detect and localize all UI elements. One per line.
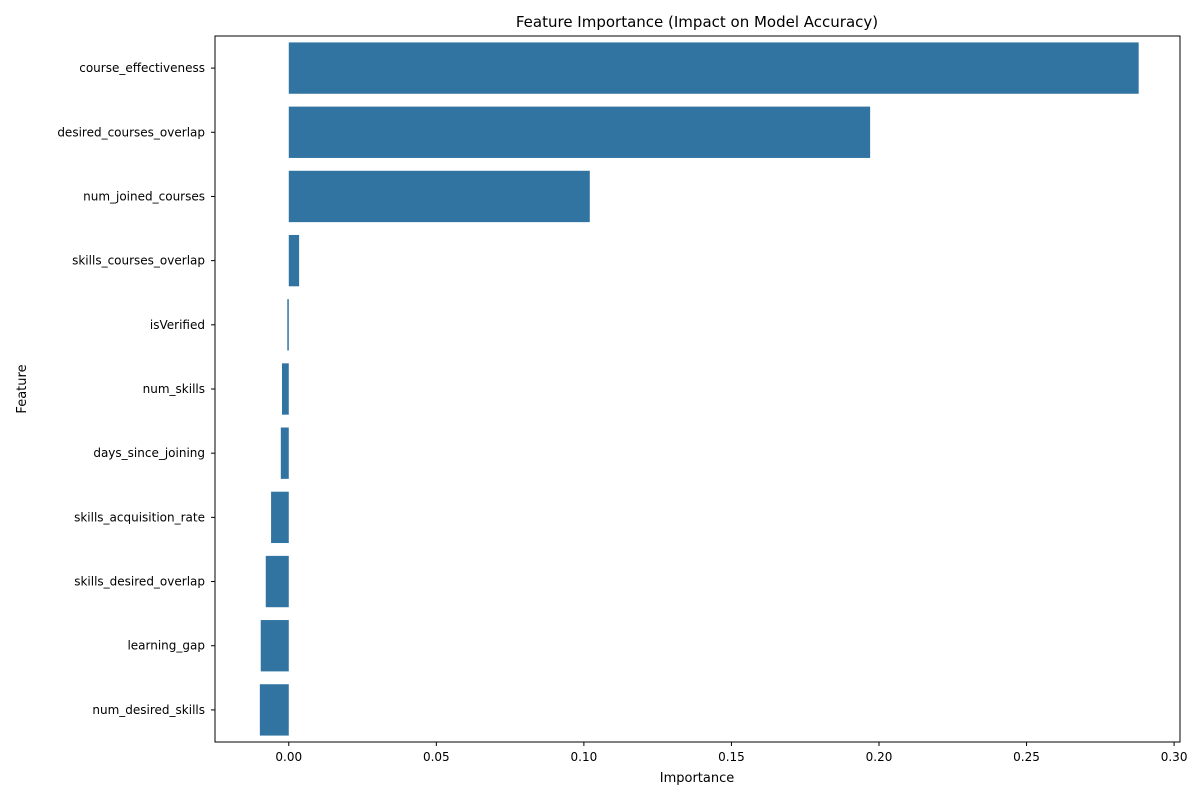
y-tick-label: num_joined_courses <box>83 189 205 203</box>
y-axis-label: Feature <box>15 364 30 413</box>
y-tick-label: skills_acquisition_rate <box>74 510 205 524</box>
y-tick-label: num_skills <box>143 382 205 396</box>
y-tick-label: desired_courses_overlap <box>57 125 205 139</box>
bar-num_desired_skills <box>259 684 289 736</box>
x-tick-labels: 0.00 0.05 0.10 0.15 0.20 0.25 0.30 <box>275 742 1187 764</box>
x-tick-label: 0.10 <box>571 750 598 764</box>
y-tick-label: isVerified <box>150 318 205 332</box>
bar-days_since_joining <box>280 427 289 479</box>
x-tick-label: 0.00 <box>275 750 302 764</box>
plot-frame <box>214 35 1181 743</box>
bar-num_skills <box>281 363 289 415</box>
bar-desired_courses_overlap <box>288 106 871 158</box>
x-tick-label: 0.25 <box>1013 750 1040 764</box>
chart-title: Feature Importance (Impact on Model Accu… <box>516 13 878 31</box>
y-tick-label: days_since_joining <box>93 446 205 460</box>
y-tick-label: num_desired_skills <box>92 703 205 717</box>
y-tick-label: skills_desired_overlap <box>74 575 205 589</box>
y-tick-label: course_effectiveness <box>79 61 205 75</box>
bars-group <box>259 42 1139 736</box>
x-axis-label: Importance <box>660 771 735 786</box>
y-tick-label: skills_courses_overlap <box>72 254 205 268</box>
x-tick-label: 0.05 <box>423 750 450 764</box>
bar-isVerified <box>287 299 289 351</box>
bar-skills_acquisition_rate <box>271 491 289 544</box>
bar-skills_desired_overlap <box>265 555 289 608</box>
y-tick-labels: course_effectiveness desired_courses_over… <box>57 61 215 717</box>
bar-course_effectiveness <box>288 42 1139 94</box>
y-tick-label: learning_gap <box>127 639 205 653</box>
x-tick-label: 0.15 <box>718 750 745 764</box>
bar-learning_gap <box>260 620 289 672</box>
x-tick-label: 0.30 <box>1161 750 1188 764</box>
bar-skills_courses_overlap <box>288 234 300 287</box>
x-tick-label: 0.20 <box>866 750 893 764</box>
bar-num_joined_courses <box>288 170 590 223</box>
